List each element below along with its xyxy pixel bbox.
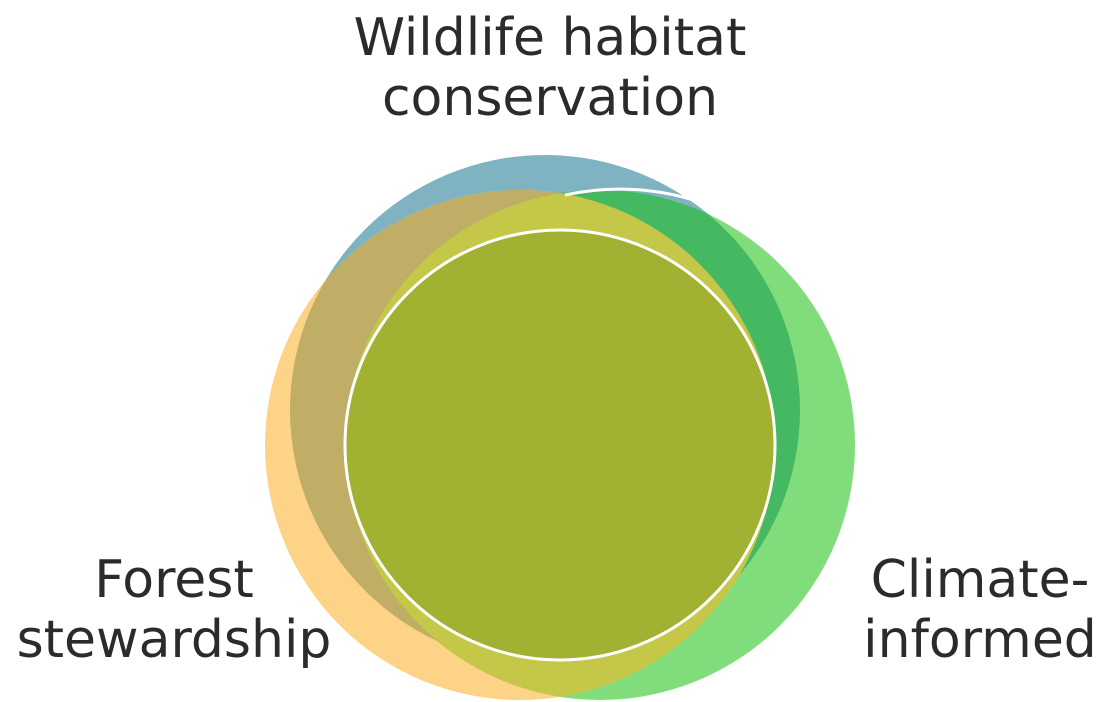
climate-arc-outline <box>564 187 877 652</box>
forest-arc-outline <box>257 309 561 702</box>
center-outline <box>343 228 777 662</box>
label-forest-stewardship: Forest stewardship <box>14 550 334 670</box>
overlap-all-three <box>345 230 775 660</box>
label-climate-informed: Climate- informed <box>860 550 1100 670</box>
label-wildlife-line-2: conservation <box>381 68 719 128</box>
label-wildlife-habitat-conservation: Wildlife habitat conservation <box>340 8 760 128</box>
label-forest-line-1: Forest <box>94 550 254 610</box>
wildlife-arc-outline <box>298 119 757 311</box>
label-climate-line-2: informed <box>863 610 1097 670</box>
label-forest-line-2: stewardship <box>16 610 332 670</box>
label-wildlife-line-1: Wildlife habitat <box>353 8 747 68</box>
label-climate-line-1: Climate- <box>870 550 1090 610</box>
